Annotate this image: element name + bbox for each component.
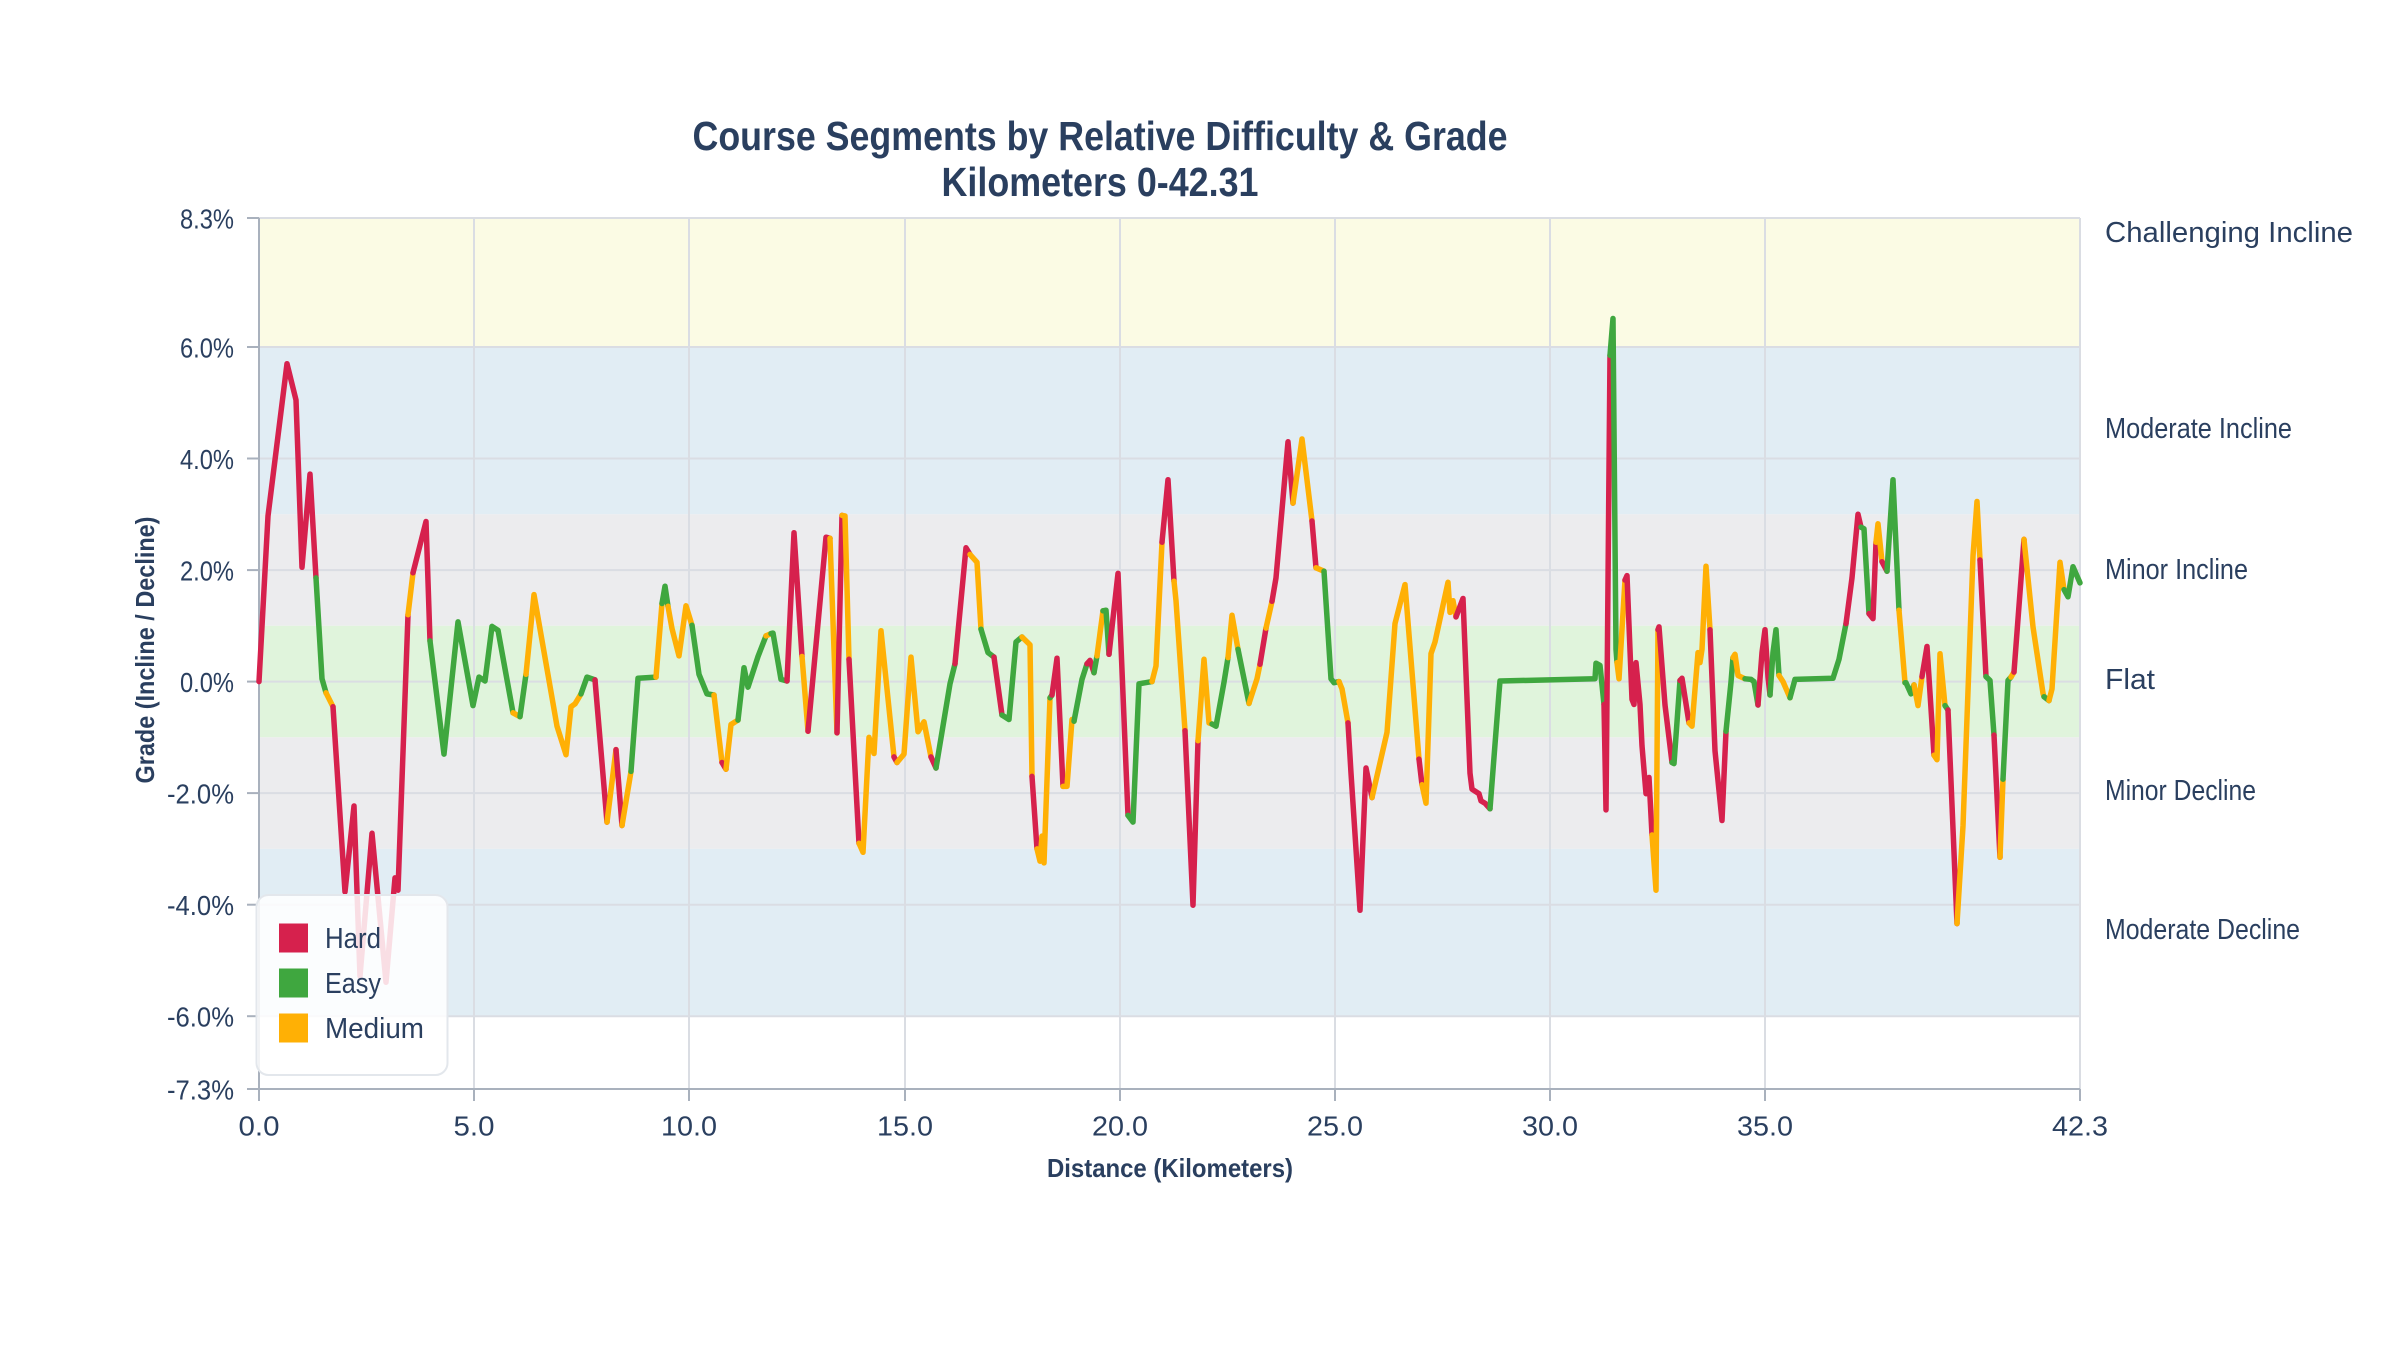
svg-text:8.3%: 8.3% xyxy=(180,204,234,235)
svg-text:Challenging Incline: Challenging Incline xyxy=(2105,217,2353,249)
svg-text:Minor Decline: Minor Decline xyxy=(2105,775,2256,807)
svg-text:Moderate Decline: Moderate Decline xyxy=(2105,914,2300,946)
svg-text:Easy: Easy xyxy=(325,968,381,1000)
svg-text:Grade (Incline / Decline): Grade (Incline / Decline) xyxy=(130,517,160,784)
svg-text:-4.0%: -4.0% xyxy=(167,890,234,921)
svg-text:Course Segments by Relative Di: Course Segments by Relative Difficulty &… xyxy=(693,113,1508,159)
svg-text:10.0: 10.0 xyxy=(661,1111,717,1142)
svg-text:Distance (Kilometers): Distance (Kilometers) xyxy=(1047,1153,1293,1183)
svg-text:42.3: 42.3 xyxy=(2052,1111,2108,1142)
svg-text:6.0%: 6.0% xyxy=(180,333,234,364)
svg-text:4.0%: 4.0% xyxy=(180,444,234,475)
svg-text:Minor Incline: Minor Incline xyxy=(2105,554,2248,586)
svg-text:35.0: 35.0 xyxy=(1737,1111,1793,1142)
svg-text:15.0: 15.0 xyxy=(877,1111,933,1142)
svg-text:Kilometers 0-42.31: Kilometers 0-42.31 xyxy=(942,159,1259,205)
svg-text:Medium: Medium xyxy=(325,1013,424,1045)
svg-text:5.0: 5.0 xyxy=(454,1111,495,1142)
svg-text:0.0: 0.0 xyxy=(239,1111,280,1142)
svg-text:0.0%: 0.0% xyxy=(180,667,234,698)
svg-text:20.0: 20.0 xyxy=(1092,1111,1148,1142)
svg-text:Hard: Hard xyxy=(325,923,381,955)
svg-text:-2.0%: -2.0% xyxy=(167,779,234,810)
svg-text:Moderate Incline: Moderate Incline xyxy=(2105,413,2292,445)
svg-text:Flat: Flat xyxy=(2105,664,2155,696)
svg-text:2.0%: 2.0% xyxy=(180,556,234,587)
svg-text:-6.0%: -6.0% xyxy=(167,1002,234,1033)
svg-text:30.0: 30.0 xyxy=(1522,1111,1578,1142)
svg-text:-7.3%: -7.3% xyxy=(167,1075,234,1106)
svg-text:25.0: 25.0 xyxy=(1307,1111,1363,1142)
